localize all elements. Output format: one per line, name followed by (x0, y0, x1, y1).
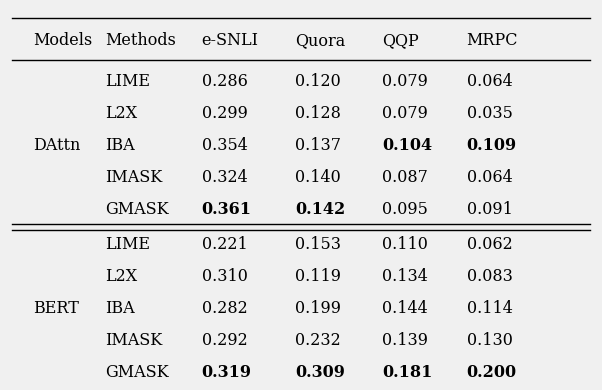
Text: 0.153: 0.153 (295, 236, 341, 253)
Text: 0.130: 0.130 (467, 332, 512, 349)
Text: 0.140: 0.140 (295, 169, 341, 186)
Text: 0.142: 0.142 (295, 201, 345, 218)
Text: 0.310: 0.310 (202, 268, 247, 285)
Text: L2X: L2X (105, 268, 137, 285)
Text: 0.062: 0.062 (467, 236, 512, 253)
Text: Models: Models (33, 32, 92, 50)
Text: 0.091: 0.091 (467, 201, 512, 218)
Text: IMASK: IMASK (105, 332, 163, 349)
Text: IMASK: IMASK (105, 169, 163, 186)
Text: 0.109: 0.109 (467, 137, 517, 154)
Text: 0.137: 0.137 (295, 137, 341, 154)
Text: 0.087: 0.087 (382, 169, 428, 186)
Text: 0.282: 0.282 (202, 300, 247, 317)
Text: 0.292: 0.292 (202, 332, 247, 349)
Text: 0.095: 0.095 (382, 201, 428, 218)
Text: BERT: BERT (33, 300, 79, 317)
Text: IBA: IBA (105, 300, 135, 317)
Text: Methods: Methods (105, 32, 176, 50)
Text: 0.119: 0.119 (295, 268, 341, 285)
Text: DAttn: DAttn (33, 137, 81, 154)
Text: 0.354: 0.354 (202, 137, 247, 154)
Text: 0.035: 0.035 (467, 105, 512, 122)
Text: 0.064: 0.064 (467, 169, 512, 186)
Text: 0.200: 0.200 (467, 364, 517, 381)
Text: GMASK: GMASK (105, 364, 169, 381)
Text: GMASK: GMASK (105, 201, 169, 218)
Text: 0.139: 0.139 (382, 332, 428, 349)
Text: 0.064: 0.064 (467, 73, 512, 90)
Text: QQP: QQP (382, 32, 419, 50)
Text: 0.319: 0.319 (202, 364, 252, 381)
Text: 0.299: 0.299 (202, 105, 247, 122)
Text: LIME: LIME (105, 73, 150, 90)
Text: 0.134: 0.134 (382, 268, 428, 285)
Text: IBA: IBA (105, 137, 135, 154)
Text: 0.309: 0.309 (295, 364, 345, 381)
Text: 0.199: 0.199 (295, 300, 341, 317)
Text: 0.361: 0.361 (202, 201, 252, 218)
Text: 0.120: 0.120 (295, 73, 341, 90)
Text: LIME: LIME (105, 236, 150, 253)
Text: 0.324: 0.324 (202, 169, 247, 186)
Text: 0.128: 0.128 (295, 105, 341, 122)
Text: 0.079: 0.079 (382, 73, 428, 90)
Text: 0.079: 0.079 (382, 105, 428, 122)
Text: 0.083: 0.083 (467, 268, 512, 285)
Text: e-SNLI: e-SNLI (202, 32, 259, 50)
Text: 0.114: 0.114 (467, 300, 512, 317)
Text: 0.144: 0.144 (382, 300, 428, 317)
Text: 0.110: 0.110 (382, 236, 428, 253)
Text: Quora: Quora (295, 32, 345, 50)
Text: 0.286: 0.286 (202, 73, 247, 90)
Text: 0.221: 0.221 (202, 236, 247, 253)
Text: 0.232: 0.232 (295, 332, 341, 349)
Text: MRPC: MRPC (467, 32, 518, 50)
Text: L2X: L2X (105, 105, 137, 122)
Text: 0.104: 0.104 (382, 137, 432, 154)
Text: 0.181: 0.181 (382, 364, 433, 381)
